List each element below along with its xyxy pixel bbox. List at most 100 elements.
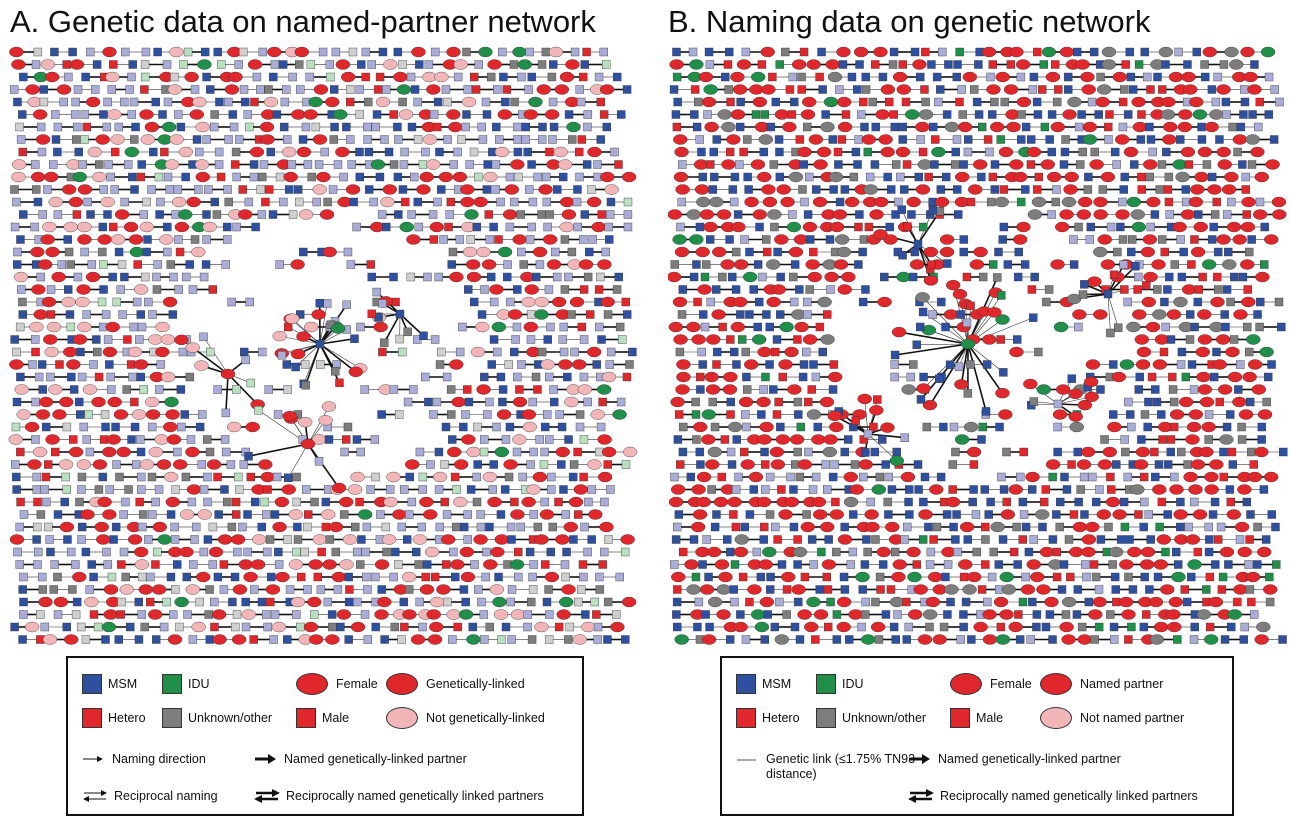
female-node: [797, 146, 812, 158]
female-node: [402, 609, 417, 620]
male-node: [1249, 610, 1259, 619]
male-node: [389, 160, 399, 169]
male-node: [569, 460, 579, 469]
female-node: [555, 446, 570, 458]
female-node: [1251, 384, 1266, 395]
male-node: [447, 410, 456, 419]
male-node: [729, 585, 738, 594]
male-node: [511, 335, 520, 344]
male-node: [1124, 572, 1133, 582]
male-node: [1048, 635, 1057, 644]
male-node: [1047, 147, 1057, 157]
male-node: [542, 597, 552, 607]
male-node: [1105, 110, 1114, 119]
male-node: [974, 60, 983, 69]
male-node: [730, 560, 740, 569]
male-node: [840, 585, 850, 594]
female-node: [1240, 221, 1256, 233]
male-node: [1262, 397, 1271, 407]
female-node: [774, 109, 790, 120]
male-node: [480, 435, 489, 444]
female-node: [1081, 534, 1097, 545]
male-node: [690, 85, 700, 94]
male-node: [1187, 360, 1197, 369]
female-node: [836, 596, 852, 608]
female-node: [148, 446, 164, 458]
male-node: [174, 235, 183, 244]
male-node: [12, 472, 21, 482]
male-node: [797, 85, 806, 94]
female-node: [155, 346, 170, 358]
female-node: [195, 121, 210, 133]
male-node: [163, 222, 172, 232]
female-node: [1152, 309, 1167, 320]
male-node: [344, 597, 354, 607]
male-node: [285, 585, 295, 594]
male-node: [34, 547, 43, 557]
male-node: [127, 172, 137, 182]
female-node: [534, 309, 549, 320]
female-node: [53, 596, 69, 608]
male-node: [1261, 535, 1271, 544]
male-node: [436, 185, 446, 194]
female-node: [1096, 84, 1112, 95]
female-node: [1131, 221, 1147, 233]
panel-a-title: A. Genetic data on named-partner network: [10, 4, 596, 39]
female-node: [922, 609, 938, 620]
male-node: [1245, 347, 1254, 357]
male-node: [485, 622, 494, 632]
male-node: [112, 460, 121, 469]
female-node: [427, 634, 443, 645]
female-node: [139, 109, 154, 120]
male-node: [185, 260, 194, 269]
male-node: [267, 572, 276, 582]
female-node: [35, 409, 51, 420]
male-node: [385, 485, 395, 494]
female-node: [426, 609, 441, 620]
female-node: [396, 84, 412, 95]
male-node: [999, 368, 1008, 377]
female-node: [35, 134, 51, 145]
male-node: [302, 485, 311, 494]
male-node: [1164, 172, 1174, 182]
female-node: [290, 259, 305, 270]
male-node: [894, 197, 903, 207]
male-node: [1017, 135, 1026, 144]
female-node: [1076, 209, 1092, 220]
female-node: [668, 271, 682, 283]
male-node: [496, 510, 506, 519]
edge: [1107, 293, 1119, 328]
male-node: [910, 47, 920, 57]
male-node: [375, 72, 385, 82]
male-node: [871, 60, 880, 69]
male-node: [1209, 222, 1218, 232]
male-node: [430, 572, 440, 582]
female-node: [11, 59, 26, 70]
male-node: [105, 360, 114, 369]
male-node: [1257, 435, 1266, 444]
female-node: [848, 609, 863, 620]
female-node: [401, 571, 417, 583]
male-node: [282, 85, 291, 94]
female-node: [726, 134, 741, 145]
edge: [898, 331, 969, 345]
male-node: [1048, 472, 1057, 482]
male-node: [977, 172, 986, 182]
male-node: [324, 435, 334, 444]
male-node: [1260, 222, 1269, 232]
male-node: [956, 310, 965, 319]
female-node: [1111, 371, 1127, 383]
male-node: [394, 135, 403, 144]
male-node: [1176, 447, 1186, 457]
male-node: [321, 522, 331, 532]
male-node: [540, 497, 550, 507]
male-node: [260, 497, 269, 507]
male-node: [117, 260, 127, 269]
male-node: [244, 197, 254, 207]
male-node: [71, 560, 80, 569]
male-node: [550, 397, 559, 407]
male-node: [192, 135, 202, 144]
female-node: [260, 134, 275, 145]
male-node: [596, 135, 605, 144]
male-node: [130, 135, 139, 144]
